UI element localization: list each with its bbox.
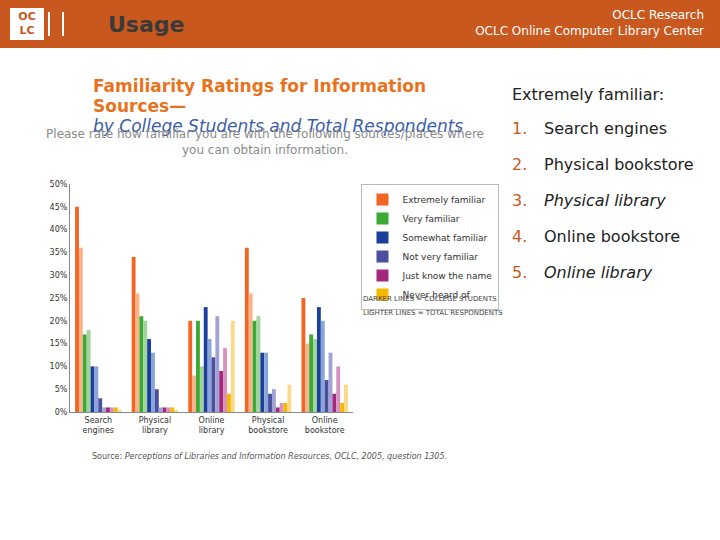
svg-text:Not very familiar: Not very familiar [402,252,478,262]
svg-text:40%: 40% [50,225,68,234]
html-text:by College Students and Total: by College Students and Total Respondent… [93,116,464,136]
svg-text:5%: 5% [55,385,68,394]
html-text:Please rate how familiar you a: Please rate how familiar you are with th… [46,127,484,157]
html-text:5.: 5. [512,263,528,282]
html-text:2.: 2. [512,155,528,174]
html-text:Extremely familiar:: Extremely familiar: [512,85,665,104]
html-text:Search engines: Search engines [544,119,667,138]
svg-text:Physicalbookstore: Physicalbookstore [248,416,288,435]
svg-text:15%: 15% [50,339,68,348]
svg-text:Somewhat familiar: Somewhat familiar [402,233,487,243]
svg-text:Onlinebookstore: Onlinebookstore [305,416,345,435]
html-text:Usage: Usage [108,12,185,37]
html-text:Online library: Online library [544,263,653,282]
html-text:LC: LC [19,24,35,37]
svg-text:Just know the name: Just know the name [401,271,492,281]
html-text:4.: 4. [512,227,528,246]
html-text:Physical bookstore: Physical bookstore [544,155,694,174]
html-text:3.: 3. [512,191,528,210]
svg-text:20%: 20% [50,317,68,326]
svg-text:45%: 45% [50,203,68,212]
svg-text:Extremely familiar: Extremely familiar [402,195,485,205]
html-text:Source: Perceptions of Librari: Source: Perceptions of Libraries and Inf… [92,452,448,461]
html-text:Online bookstore: Online bookstore [544,227,681,246]
html-text:OCLC Online Computer Library C: OCLC Online Computer Library Center [475,24,704,38]
svg-text:Very familiar: Very familiar [402,214,459,224]
svg-text:DARKER LINES = COLLEGE STUDENT: DARKER LINES = COLLEGE STUDENTS [363,295,497,303]
svg-text:10%: 10% [50,362,68,371]
svg-text:30%: 30% [50,271,68,280]
svg-text:LIGHTER LINES = TOTAL RESPONDE: LIGHTER LINES = TOTAL RESPONDENTS [363,309,503,317]
html-text:OCLC Research: OCLC Research [612,8,704,22]
html-text:OC: OC [18,10,36,23]
html-text:Physical library: Physical library [544,191,666,210]
svg-text:Physicallibrary: Physicallibrary [139,416,172,435]
svg-text:50%: 50% [50,180,68,189]
svg-text:25%: 25% [50,294,68,303]
svg-text:0%: 0% [55,408,68,417]
svg-text:Never heard of: Never heard of [402,290,470,300]
svg-text:Onlinelibrary: Onlinelibrary [199,416,225,435]
svg-text:35%: 35% [50,248,68,257]
html-text:1.: 1. [512,119,528,138]
html-text:Familiarity Ratings for Inform: Familiarity Ratings for Information Sour… [93,76,427,116]
svg-text:Searchengines: Searchengines [83,416,114,435]
